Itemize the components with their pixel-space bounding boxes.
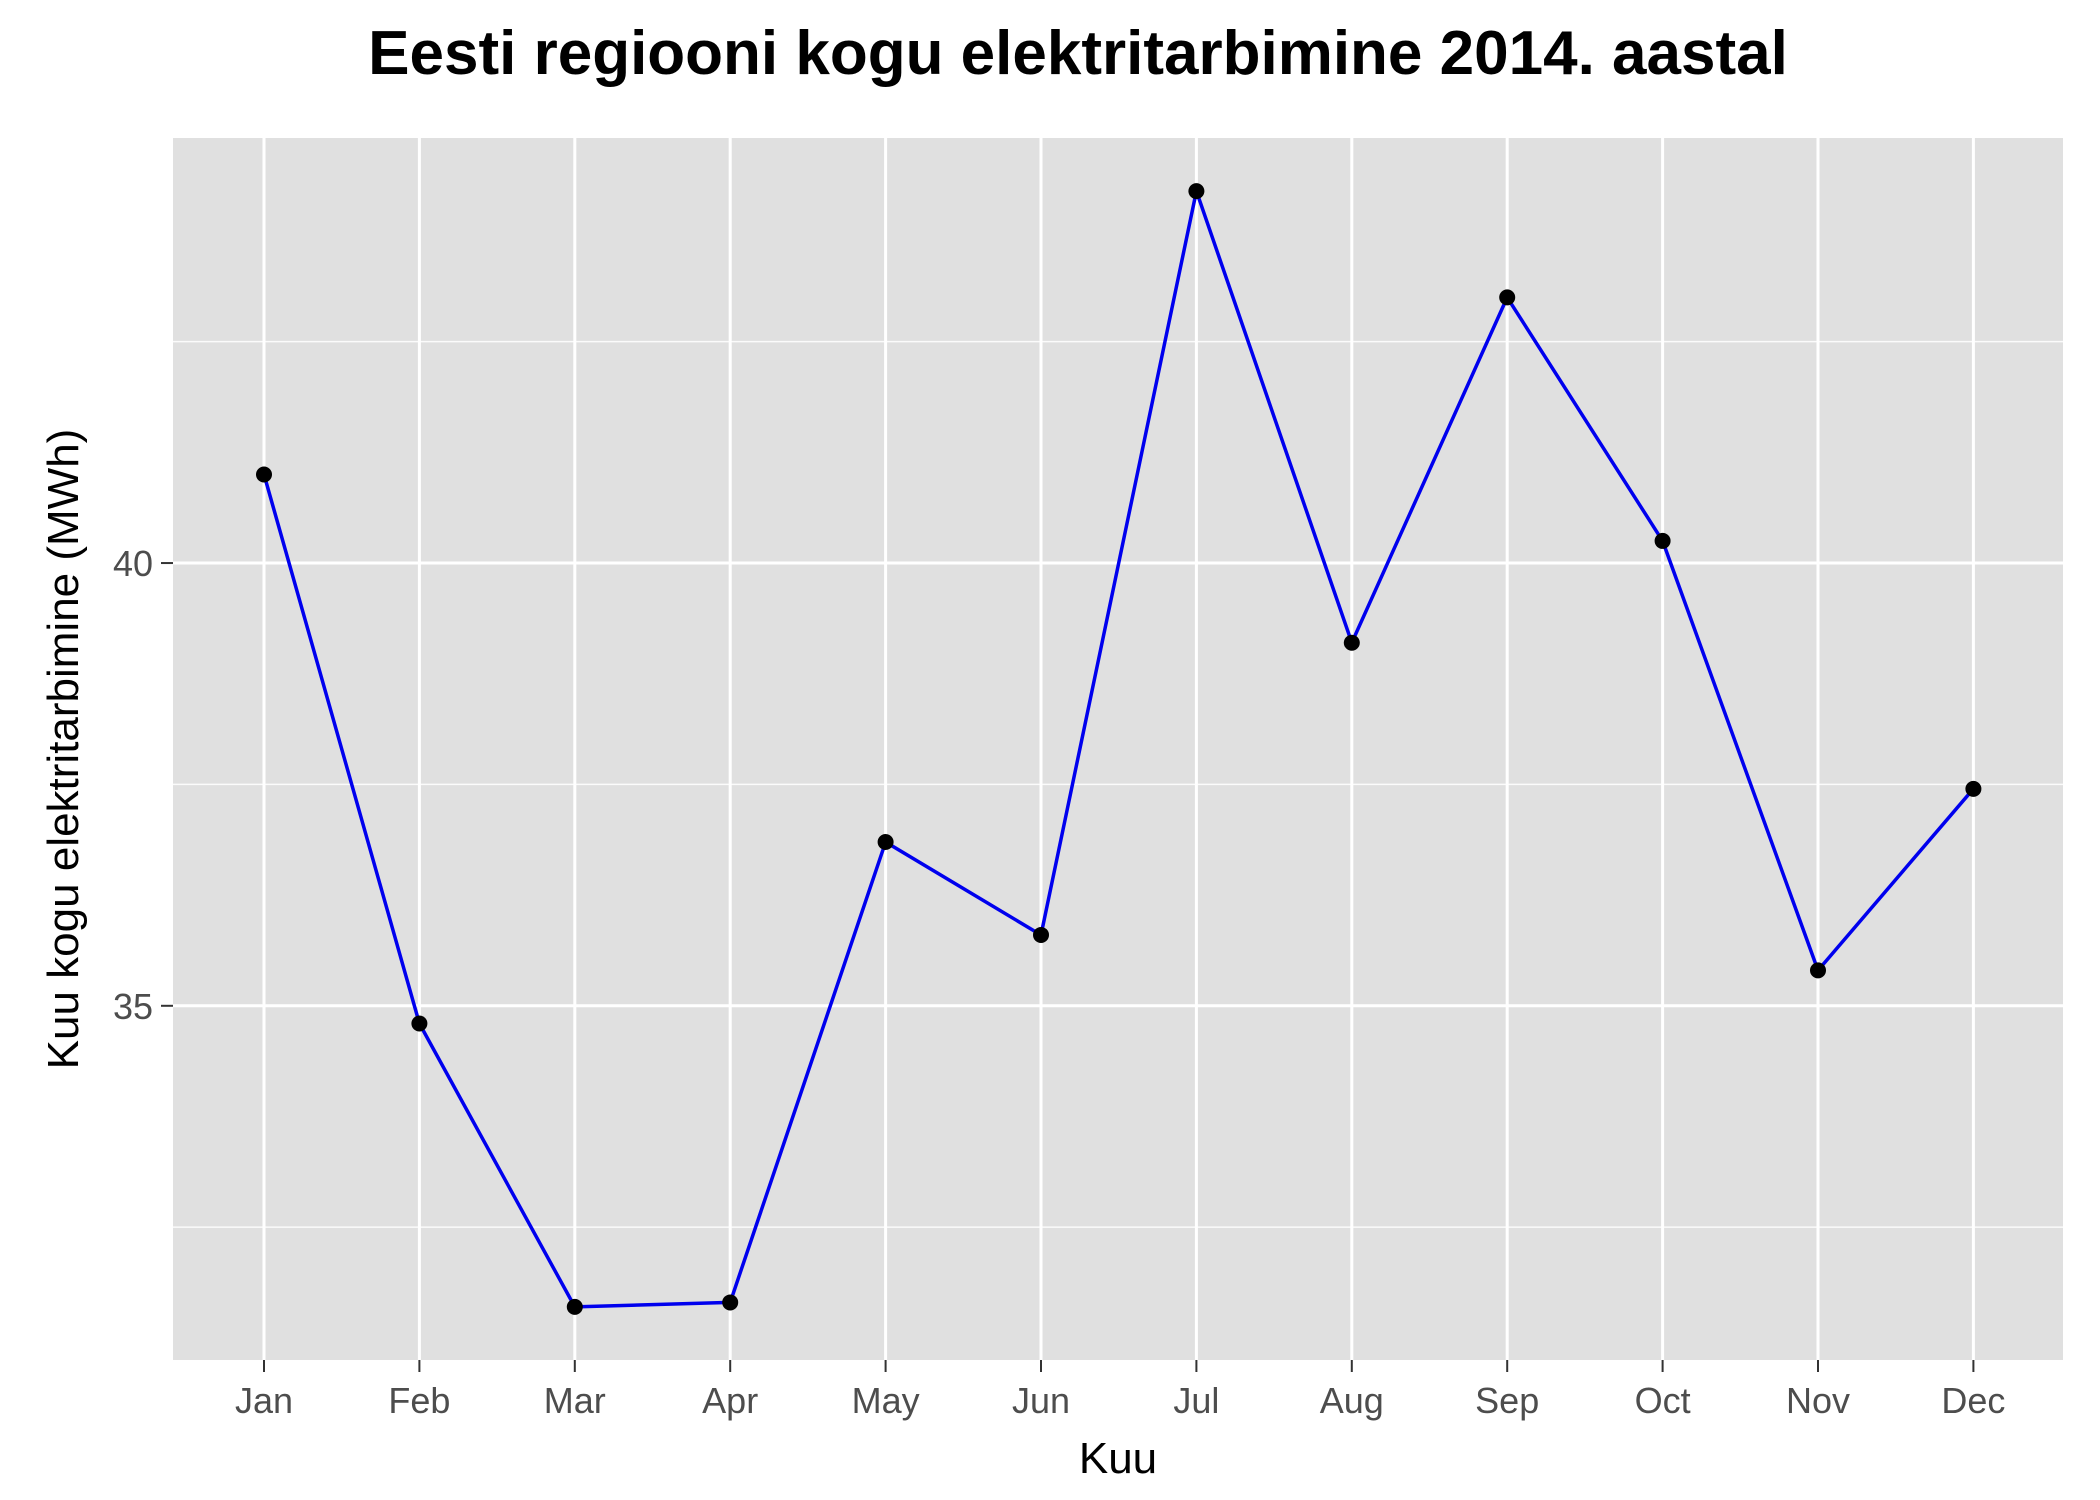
x-tick-label-dec: Dec [1941, 1380, 2005, 1421]
data-points [256, 183, 1982, 1315]
data-point-dec [1965, 780, 1982, 797]
x-tick-label-apr: Apr [702, 1380, 758, 1421]
series-line [262, 189, 1976, 1309]
y-axis: 35 40 [113, 543, 173, 1027]
data-point-feb [411, 1015, 428, 1032]
data-point-jan [256, 466, 272, 483]
x-tick-label-jul: Jul [1173, 1380, 1219, 1421]
x-tick-label-may: May [852, 1380, 920, 1421]
x-tick-label-jun: Jun [1012, 1380, 1070, 1421]
x-axis-title: Kuu [1079, 1434, 1157, 1483]
x-axis: Jan Feb Mar Apr May Jun Jul Aug Sep Oct Nov Dec [235, 1360, 2005, 1421]
y-tick-label-1: 40 [113, 543, 153, 584]
chart-title: Eesti regiooni kogu elektritarbimine 201… [368, 19, 1788, 88]
x-tick-label-mar: Mar [544, 1380, 606, 1421]
x-tick-label-oct: Oct [1635, 1380, 1691, 1421]
x-tick-label-jan: Jan [235, 1380, 293, 1421]
data-point-aug [1343, 634, 1360, 651]
data-point-jul [1188, 183, 1205, 200]
x-tick-label-aug: Aug [1320, 1380, 1384, 1421]
x-tick-label-sep: Sep [1475, 1380, 1539, 1421]
x-tick-label-nov: Nov [1786, 1380, 1850, 1421]
series-line-layer [262, 189, 1976, 1309]
y-axis-title: Kuu kogu elektritarbimine (MWh) [39, 429, 88, 1070]
data-point-sep [1499, 289, 1516, 306]
data-point-oct [1654, 532, 1671, 549]
data-point-may [877, 833, 894, 850]
data-point-nov [1810, 962, 1826, 979]
data-point-mar [566, 1298, 583, 1315]
plot-panel [173, 138, 2063, 1360]
data-point-apr [722, 1294, 739, 1311]
x-tick-label-feb: Feb [388, 1380, 450, 1421]
data-point-jun [1033, 926, 1049, 943]
y-tick-label-0: 35 [113, 986, 153, 1027]
